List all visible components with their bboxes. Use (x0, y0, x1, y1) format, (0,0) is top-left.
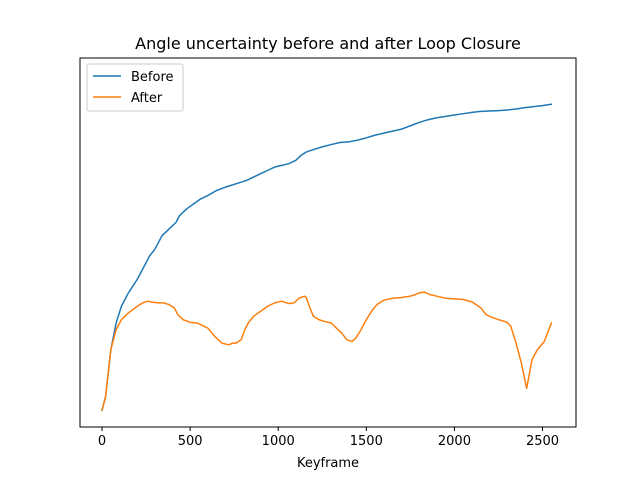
legend: Before After (86, 63, 184, 112)
plot-frame (79, 57, 577, 428)
x-tick-label: 1500 (350, 434, 383, 449)
series-layer (101, 103, 553, 412)
series-line-before (101, 103, 553, 412)
legend-label-before: Before (131, 70, 174, 85)
x-tick-label: 1000 (262, 434, 295, 449)
x-tick-label: 500 (178, 434, 203, 449)
x-axis: 0 500 1000 1500 2000 2500 (98, 427, 559, 449)
legend-label-after: After (131, 91, 163, 106)
chart-title: Angle uncertainty before and after Loop … (135, 34, 521, 53)
x-tick-label: 2500 (526, 434, 559, 449)
x-tick-label: 2000 (438, 434, 471, 449)
x-tick-label: 0 (98, 434, 106, 449)
x-axis-label: Keyframe (297, 456, 359, 471)
series-line-after (101, 291, 553, 412)
